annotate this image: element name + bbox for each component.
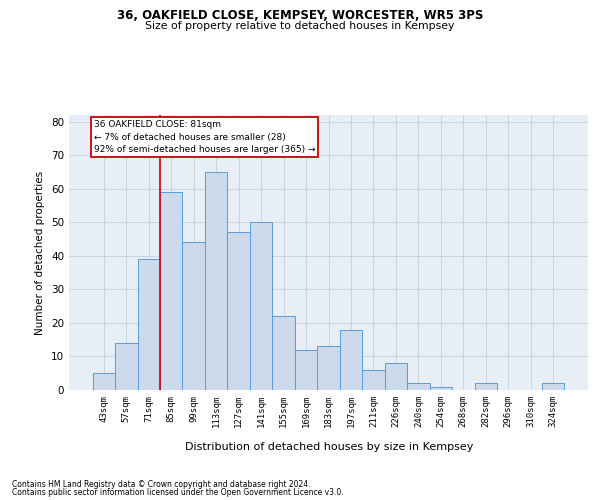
Bar bbox=[430, 386, 452, 390]
Text: Contains public sector information licensed under the Open Government Licence v3: Contains public sector information licen… bbox=[12, 488, 344, 497]
Bar bbox=[295, 350, 317, 390]
Text: 36 OAKFIELD CLOSE: 81sqm
← 7% of detached houses are smaller (28)
92% of semi-de: 36 OAKFIELD CLOSE: 81sqm ← 7% of detache… bbox=[94, 120, 315, 154]
Bar bbox=[115, 343, 137, 390]
Bar bbox=[92, 373, 115, 390]
Bar bbox=[407, 384, 430, 390]
Bar bbox=[385, 363, 407, 390]
Bar bbox=[250, 222, 272, 390]
Bar bbox=[317, 346, 340, 390]
Bar bbox=[205, 172, 227, 390]
Bar bbox=[475, 384, 497, 390]
Y-axis label: Number of detached properties: Number of detached properties bbox=[35, 170, 46, 334]
Bar bbox=[160, 192, 182, 390]
Bar bbox=[182, 242, 205, 390]
Text: Size of property relative to detached houses in Kempsey: Size of property relative to detached ho… bbox=[145, 21, 455, 31]
Bar bbox=[227, 232, 250, 390]
Bar bbox=[362, 370, 385, 390]
Bar bbox=[272, 316, 295, 390]
Text: Contains HM Land Registry data © Crown copyright and database right 2024.: Contains HM Land Registry data © Crown c… bbox=[12, 480, 311, 489]
Text: 36, OAKFIELD CLOSE, KEMPSEY, WORCESTER, WR5 3PS: 36, OAKFIELD CLOSE, KEMPSEY, WORCESTER, … bbox=[117, 9, 483, 22]
Bar bbox=[542, 384, 565, 390]
Bar bbox=[137, 259, 160, 390]
Text: Distribution of detached houses by size in Kempsey: Distribution of detached houses by size … bbox=[185, 442, 473, 452]
Bar bbox=[340, 330, 362, 390]
